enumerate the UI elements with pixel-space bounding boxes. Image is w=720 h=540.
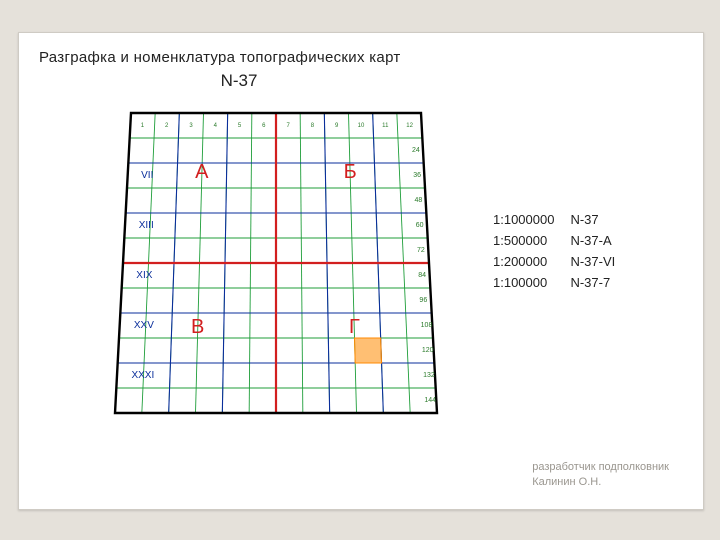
legend-scale: 1:500000: [493, 232, 568, 251]
svg-text:Б: Б: [344, 161, 357, 183]
svg-text:12: 12: [406, 123, 413, 129]
scale-legend: 1:1000000N-371:500000N-37-А1:200000N-37-…: [491, 209, 631, 294]
svg-text:8: 8: [311, 123, 315, 129]
svg-text:11: 11: [382, 123, 389, 129]
legend-row: 1:100000N-37-7: [493, 274, 629, 293]
svg-text:7: 7: [286, 123, 290, 129]
legend-scale: 1:200000: [493, 253, 568, 272]
svg-text:XXXI: XXXI: [131, 370, 154, 381]
svg-text:24: 24: [412, 147, 420, 154]
svg-text:108: 108: [421, 322, 433, 329]
svg-text:84: 84: [418, 272, 426, 279]
svg-text:VII: VII: [141, 170, 153, 181]
credit-line-1: разработчик подполковник: [532, 460, 669, 474]
svg-text:10: 10: [358, 123, 365, 129]
legend-row: 1:200000N-37-VI: [493, 253, 629, 272]
svg-text:120: 120: [422, 347, 434, 354]
svg-text:XIII: XIII: [139, 220, 154, 231]
svg-text:4: 4: [214, 123, 218, 129]
page-title: Разграфка и номенклатура топографических…: [39, 49, 401, 66]
svg-text:Г: Г: [349, 316, 360, 338]
credit-line-2: Калинин О.Н.: [532, 475, 669, 489]
legend-row: 1:1000000N-37: [493, 211, 629, 230]
svg-text:48: 48: [415, 197, 423, 204]
svg-text:В: В: [191, 316, 204, 338]
svg-text:XXV: XXV: [134, 320, 154, 331]
legend-nomenclature: N-37-7: [570, 274, 629, 293]
legend-row: 1:500000N-37-А: [493, 232, 629, 251]
svg-text:2: 2: [165, 123, 169, 129]
legend-nomenclature: N-37-А: [570, 232, 629, 251]
svg-text:96: 96: [419, 297, 427, 304]
svg-text:9: 9: [335, 123, 339, 129]
svg-text:72: 72: [417, 247, 425, 254]
credit: разработчик подполковник Калинин О.Н.: [532, 460, 669, 489]
svg-text:144: 144: [424, 397, 436, 404]
svg-text:5: 5: [238, 123, 242, 129]
svg-text:1: 1: [141, 123, 145, 129]
nomenclature-diagram: АБВГ123456789101112243648607284961081201…: [103, 95, 453, 435]
legend-scale: 1:100000: [493, 274, 568, 293]
sheet-label: N-37: [39, 71, 439, 91]
svg-text:XIX: XIX: [136, 270, 152, 281]
legend-table: 1:1000000N-371:500000N-37-А1:200000N-37-…: [491, 209, 631, 294]
svg-text:3: 3: [189, 123, 193, 129]
svg-text:6: 6: [262, 123, 266, 129]
legend-nomenclature: N-37-VI: [570, 253, 629, 272]
svg-text:36: 36: [413, 172, 421, 179]
legend-scale: 1:1000000: [493, 211, 568, 230]
legend-nomenclature: N-37: [570, 211, 629, 230]
svg-text:60: 60: [416, 222, 424, 229]
card: Разграфка и номенклатура топографических…: [18, 32, 704, 510]
svg-text:132: 132: [423, 372, 435, 379]
svg-text:А: А: [195, 161, 209, 183]
